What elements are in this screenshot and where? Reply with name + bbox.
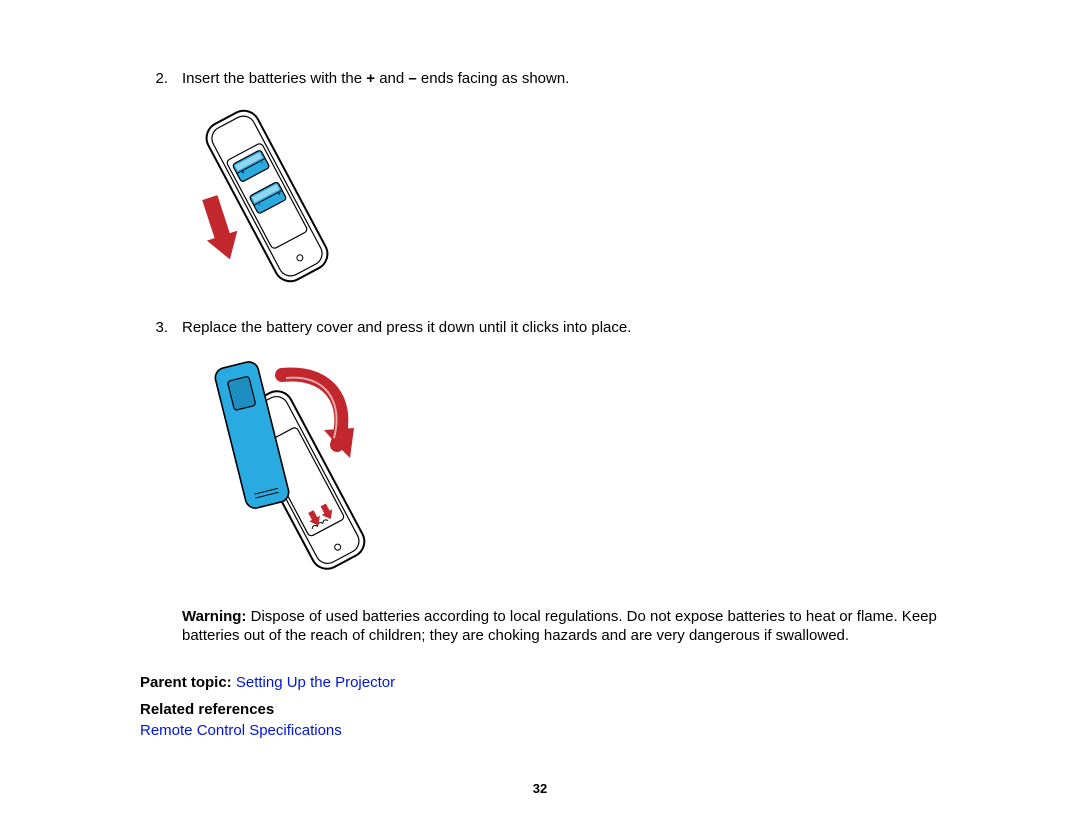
step-number: 3. — [140, 319, 182, 664]
page-number: 32 — [0, 781, 1080, 796]
step-2: 2. Insert the batteries with the + and –… — [140, 70, 940, 309]
related-reference-link[interactable]: Remote Control Specifications — [140, 722, 940, 739]
step-body: Insert the batteries with the + and – en… — [182, 70, 940, 309]
related-references-heading: Related references — [140, 701, 940, 718]
step-body: Replace the battery cover and press it d… — [182, 319, 940, 664]
figure-cover — [182, 350, 940, 580]
arrow-down-icon — [195, 193, 246, 265]
document-page: 2. Insert the batteries with the + and –… — [0, 0, 1080, 779]
parent-topic-label: Parent topic: — [140, 674, 236, 691]
parent-topic-link[interactable]: Setting Up the Projector — [236, 674, 395, 691]
step-text: Replace the battery cover and press it d… — [182, 319, 940, 336]
warning-label: Warning: — [182, 608, 246, 625]
instruction-list: 2. Insert the batteries with the + and –… — [140, 70, 940, 664]
text-bold-minus: – — [408, 70, 416, 87]
warning-text: Dispose of used batteries according to l… — [182, 608, 937, 644]
text-frag: Insert the batteries with the — [182, 70, 366, 87]
step-number: 2. — [140, 70, 182, 309]
step-3: 3. Replace the battery cover and press i… — [140, 319, 940, 664]
step-text: Insert the batteries with the + and – en… — [182, 70, 940, 87]
remote-batteries-illustration: + - - + — [182, 101, 352, 291]
warning-block: Warning: Dispose of used batteries accor… — [182, 608, 940, 646]
remote-cover-illustration — [182, 350, 392, 580]
text-frag: ends facing as shown. — [417, 70, 570, 87]
text-bold-plus: + — [366, 70, 375, 87]
figure-batteries: + - - + — [182, 101, 940, 291]
text-frag: and — [375, 70, 408, 87]
parent-topic-line: Parent topic: Setting Up the Projector — [140, 674, 940, 691]
